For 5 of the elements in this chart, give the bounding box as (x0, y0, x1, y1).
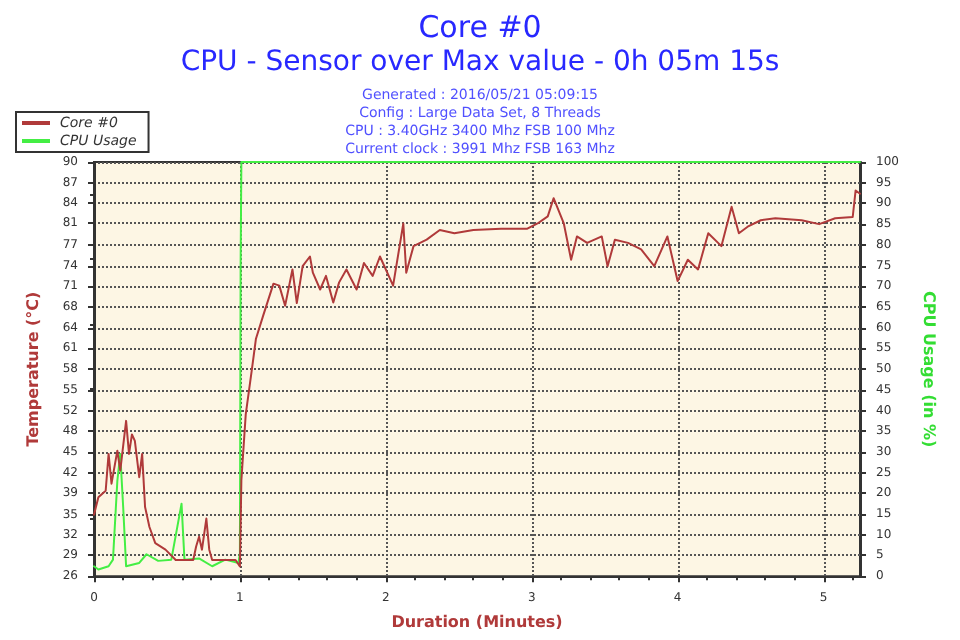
x-axis-title: Duration (Minutes) (391, 613, 563, 631)
chart-subtitle: CPU - Sensor over Max value - 0h 05m 15s (180, 46, 780, 78)
chart-title: Core #0 (418, 9, 542, 45)
y2-axis-title: CPU Usage (in %) (919, 290, 938, 448)
y-axis-title: Temperature (°C) (23, 291, 42, 447)
